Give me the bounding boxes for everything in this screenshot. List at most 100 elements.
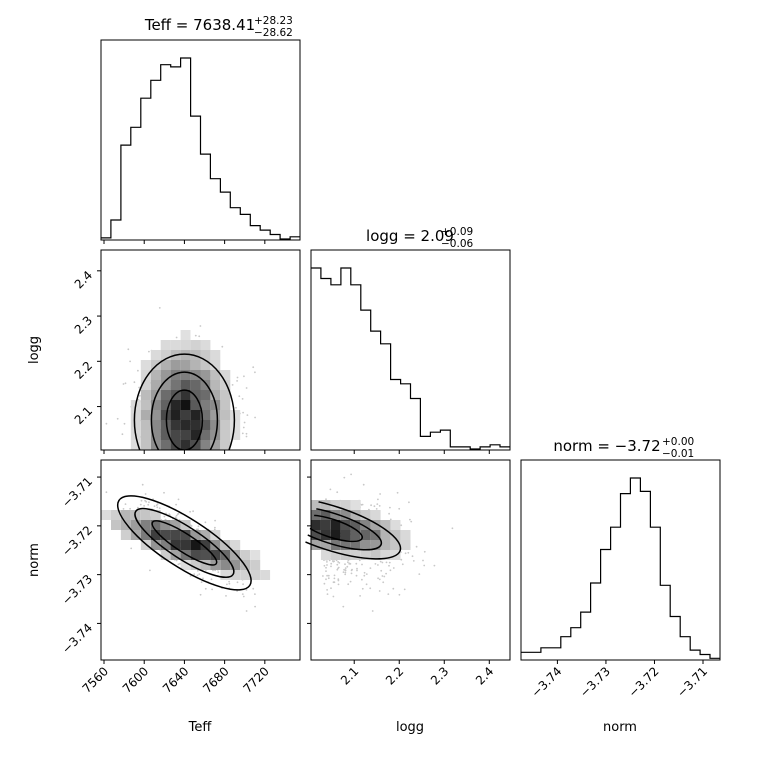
title-norm-sub: −0.01 — [662, 448, 694, 460]
scatter-point — [245, 589, 248, 591]
scatter-point — [228, 580, 231, 583]
density-cell — [350, 550, 361, 560]
density-cell — [170, 360, 181, 370]
scatter-point — [377, 498, 379, 501]
ylabel-logg: logg — [27, 336, 42, 364]
density-cell — [190, 410, 201, 420]
density-cell — [370, 540, 381, 550]
density-cell — [390, 540, 401, 550]
density-cell — [140, 410, 151, 420]
density-cell — [200, 350, 211, 360]
density-cell — [360, 530, 371, 540]
scatter-point — [242, 426, 245, 429]
hist-logg — [311, 267, 510, 450]
contour-line — [134, 507, 235, 578]
density-cell — [190, 430, 201, 440]
density-cell — [330, 550, 341, 560]
density-cell — [180, 380, 191, 390]
scatter-point — [333, 574, 336, 577]
density-cell — [311, 520, 321, 530]
scatter-point — [330, 587, 332, 590]
scatter-point — [149, 569, 151, 572]
density-cell — [190, 380, 201, 390]
density-cell — [160, 390, 171, 400]
density-cell — [140, 510, 151, 520]
scatter-point — [177, 563, 180, 566]
scatter-point — [369, 587, 372, 590]
density-cell — [160, 520, 171, 530]
density-cell — [160, 440, 171, 450]
density-cell — [360, 520, 371, 530]
density-cell — [140, 360, 151, 370]
density-cell — [370, 510, 381, 520]
scatter-point — [374, 563, 377, 565]
scatter-point — [337, 561, 339, 563]
scatter-point — [433, 564, 436, 567]
density-cell — [140, 380, 151, 390]
scatter-point — [326, 564, 328, 566]
scatter-point — [105, 491, 108, 494]
density-cell — [380, 520, 391, 530]
density-cell — [150, 380, 161, 390]
title-logg-label: logg = 2.09 — [366, 227, 454, 245]
density-cell — [140, 440, 151, 450]
scatter-point — [379, 560, 382, 563]
density-cell — [311, 500, 321, 510]
ticks-layer: 7560 7600 7640 7680 7720 2.1 2.2 2.3 2.4 −3.74 −3.… — [59, 240, 710, 700]
scatter-point — [408, 501, 410, 504]
scatter-point — [365, 573, 368, 575]
density-cell — [140, 530, 151, 540]
scatter-point — [194, 334, 197, 337]
density-cell — [200, 400, 211, 410]
density-cell — [220, 400, 231, 410]
scatter-point — [325, 566, 327, 569]
xtick-label: 7560 — [80, 664, 111, 695]
title-norm: norm = −3.72 — [553, 437, 660, 455]
scatter-point — [179, 562, 181, 565]
scatter-point — [347, 583, 350, 586]
scatter-point — [330, 565, 332, 568]
density-cell — [200, 550, 211, 560]
density-cell — [311, 540, 321, 550]
scatter-point — [389, 569, 392, 572]
ytick-label: −3.71 — [59, 474, 95, 510]
title-logg: logg = 2.09 — [366, 227, 454, 245]
scatter-point — [332, 595, 335, 598]
density-cell — [350, 510, 361, 520]
contour-line — [116, 495, 252, 591]
scatter-point — [175, 336, 178, 339]
scatter-point — [241, 432, 244, 435]
density-cell — [170, 540, 181, 550]
scatter-point — [343, 568, 345, 571]
xtick-label: 7600 — [120, 664, 151, 695]
scatter-point — [392, 567, 395, 569]
scatter-point — [342, 605, 345, 608]
density-cell — [200, 440, 211, 450]
xtick-label: −3.71 — [674, 664, 710, 700]
density-cell — [190, 400, 201, 410]
density-cell — [240, 570, 251, 580]
xtick-label: 2.1 — [338, 664, 361, 687]
scatter-point — [236, 581, 239, 584]
scatter-point — [323, 564, 326, 567]
scatter-point — [388, 564, 390, 567]
scatter-point — [344, 567, 347, 569]
scatter-point — [174, 516, 177, 519]
scatter-point — [210, 578, 213, 581]
density-cell — [140, 520, 151, 530]
contour-line — [271, 497, 402, 560]
scatter-point — [356, 567, 358, 570]
scatter-point — [378, 590, 381, 592]
scatter-point — [344, 571, 347, 574]
density-cell — [140, 370, 151, 380]
density-cell — [170, 550, 181, 560]
density-cell — [180, 370, 191, 380]
density-cell — [380, 550, 391, 560]
density-cell — [340, 530, 351, 540]
title-logg-sub: −0.06 — [441, 238, 473, 250]
scatter-point — [344, 563, 346, 566]
scatter-point — [241, 398, 244, 400]
scatter-point — [363, 574, 366, 577]
density-cell — [210, 370, 221, 380]
density-cell — [200, 370, 211, 380]
